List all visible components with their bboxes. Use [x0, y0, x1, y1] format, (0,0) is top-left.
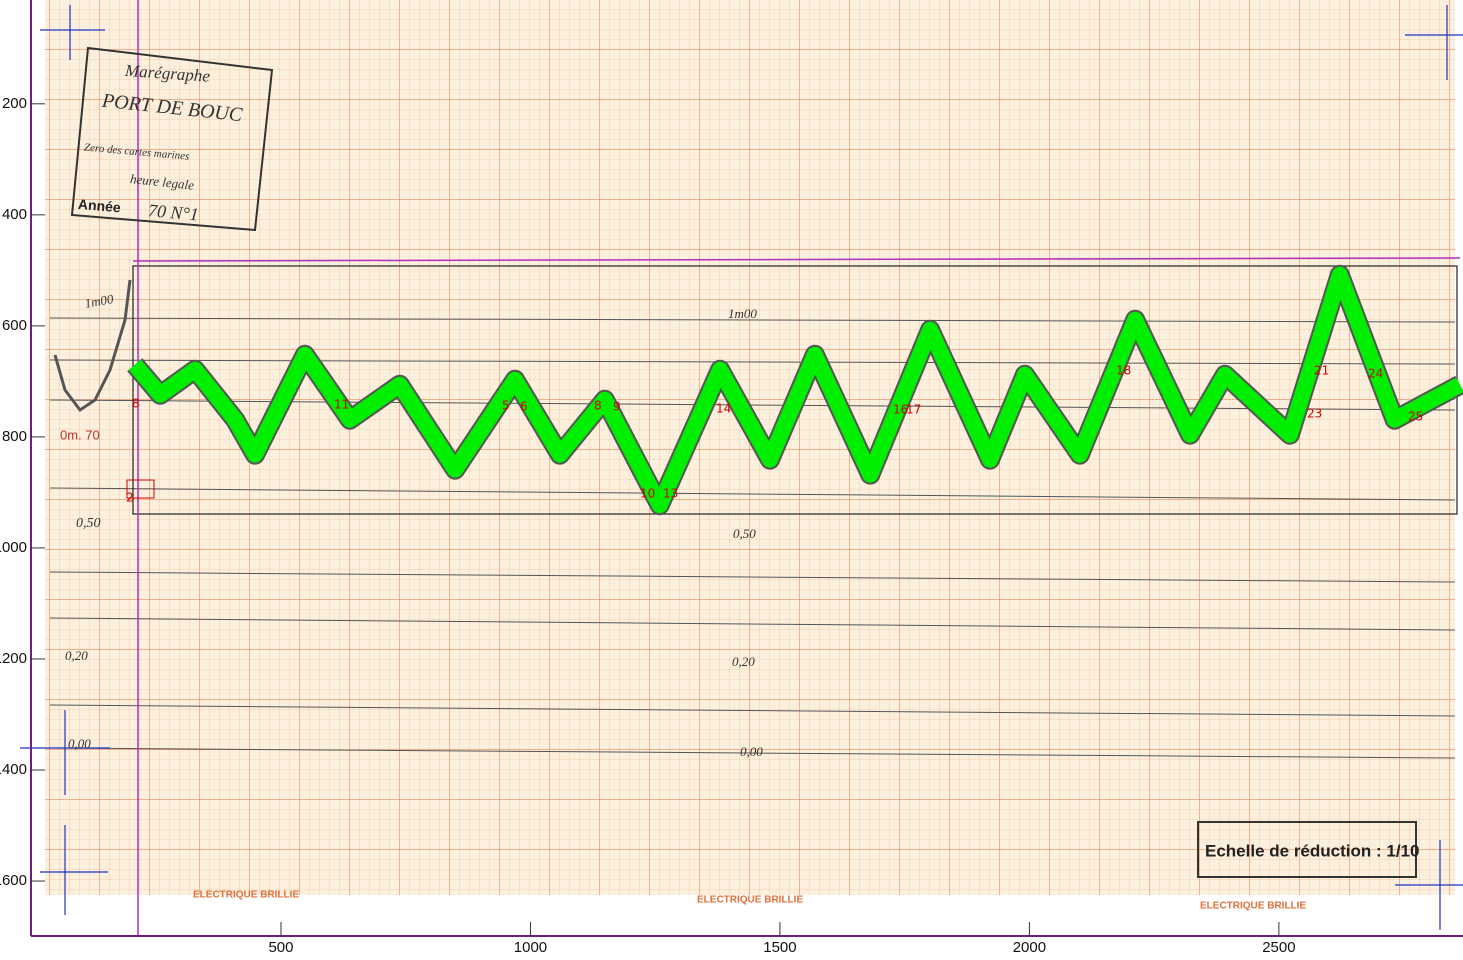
annotation: 24	[1368, 367, 1383, 381]
annotation: 8	[594, 399, 602, 413]
y-tick-label: 1000	[0, 539, 27, 556]
y-tick-label: 400	[2, 206, 27, 223]
scale-box	[1197, 821, 1417, 878]
y-tick-label: 1400	[0, 761, 27, 778]
annotation: 11	[334, 398, 349, 412]
manual-trace	[53, 279, 132, 413]
annotation: ELECTRIQUE BRILLIE	[697, 895, 803, 906]
annotation: Echelle de réduction : 1/10	[1205, 841, 1419, 860]
annotation: 0m. 70	[60, 427, 100, 442]
annotation: 9	[613, 400, 621, 414]
annotation: 0,50	[733, 526, 756, 541]
annotation: 2	[126, 491, 134, 505]
annotation: 16	[893, 403, 908, 417]
x-tick-label: 500	[268, 939, 293, 955]
annotation: 17	[906, 403, 921, 417]
annotation: 18	[1116, 364, 1131, 378]
annotation: 23	[1307, 407, 1322, 421]
annotation: 5	[502, 399, 510, 413]
paper-grid-coarse	[45, 0, 1455, 895]
annotation: 0,20	[65, 648, 88, 663]
y-tick-label: 1200	[0, 650, 27, 667]
annotation: 0,50	[76, 516, 101, 531]
trace	[128, 266, 1463, 514]
annotation: 1m00	[83, 291, 115, 311]
x-tick-label: 2000	[1013, 939, 1046, 955]
annotation: 6	[520, 400, 528, 414]
annotation: 13	[663, 487, 678, 501]
annotation: 8	[132, 397, 140, 411]
annotation: 10	[640, 487, 655, 501]
annotation: 1m00	[728, 306, 757, 321]
y-tick-label: 200	[2, 95, 27, 112]
y-tick-label: 600	[2, 317, 27, 334]
annotation: 0,00	[740, 744, 763, 759]
annotation: Année	[77, 196, 121, 216]
y-tick-label: 1600	[0, 872, 27, 889]
x-tick-label: 2500	[1262, 939, 1295, 955]
stamp-box	[70, 46, 274, 232]
annotation: heure legale	[129, 171, 195, 193]
x-tick-label: 1500	[763, 939, 796, 955]
registration-crosses	[20, 5, 1463, 930]
calibration-line	[132, 257, 1461, 262]
marker-box	[126, 479, 155, 499]
y-tick-label: 800	[2, 428, 27, 445]
annotation: 25	[1408, 410, 1423, 424]
annotation: 0,00	[68, 736, 91, 751]
annotation: 21	[1314, 364, 1329, 378]
annotation: 14	[716, 402, 731, 416]
reference-lines	[49, 317, 1456, 759]
annotation: ELECTRIQUE BRILLIE	[193, 890, 299, 901]
annotation: 70 N°1	[147, 200, 199, 224]
x-tick-label: 1000	[514, 939, 547, 955]
annotation: ELECTRIQUE BRILLIE	[1200, 901, 1306, 912]
annotation: 0,20	[732, 654, 755, 669]
